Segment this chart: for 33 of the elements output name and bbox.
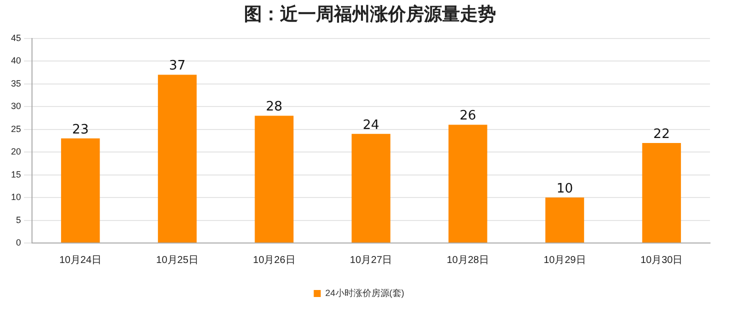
y-tick-label: 30	[10, 101, 22, 112]
bar	[642, 142, 681, 242]
y-tick-label: 25	[10, 124, 22, 134]
y-tick-label: 20	[10, 146, 22, 157]
y-tick-label: 35	[10, 78, 22, 88]
y-tick-label: 0	[16, 237, 22, 248]
data-label: 23	[72, 122, 89, 138]
data-label: 26	[460, 108, 476, 124]
data-label: 28	[266, 100, 282, 115]
x-tick-label: 10月28日	[446, 254, 489, 266]
data-label: 22	[653, 126, 670, 142]
chart-title: 图：近一周福州涨价房源量走势	[243, 3, 497, 27]
y-tick-label: 5	[16, 214, 22, 225]
bar	[61, 138, 100, 242]
y-tick-label: 40	[10, 56, 22, 66]
x-tick-label: 10月29日	[544, 254, 586, 266]
x-tick-label: 10月27日	[350, 254, 392, 266]
y-tick-label: 15	[10, 169, 22, 180]
bar	[545, 198, 584, 242]
x-tick-label: 10月24日	[59, 254, 102, 266]
x-tick-label: 10月26日	[253, 254, 296, 266]
bar	[158, 74, 197, 242]
x-tick-label: 10月25日	[156, 254, 198, 266]
data-label: 37	[169, 58, 186, 74]
y-tick-label: 10	[10, 192, 22, 202]
legend-label: 24小时涨价房源(套)	[325, 288, 404, 298]
y-tick-label: 45	[10, 32, 22, 43]
bar	[352, 134, 390, 242]
x-tick-label: 10月30日	[640, 254, 683, 266]
bar	[448, 124, 488, 242]
data-label: 10	[556, 181, 573, 196]
bar	[254, 116, 294, 242]
data-label: 24	[362, 118, 380, 133]
